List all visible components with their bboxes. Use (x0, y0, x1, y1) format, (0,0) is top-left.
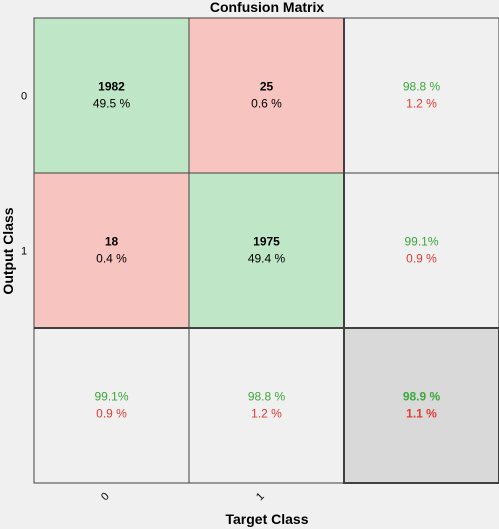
cell-accuracy: 98.8 % (403, 80, 441, 94)
cell-accuracy: 99.1% (94, 390, 128, 404)
y-axis-label: Output Class (0, 207, 16, 294)
y-tick-label: 0 (21, 91, 27, 103)
y-tick-label: 1 (21, 246, 27, 258)
cell-background (343, 327, 499, 484)
x-tick-label: 1 (254, 490, 267, 503)
cell-background (33, 172, 190, 329)
cell-error: 1.1 % (406, 407, 437, 421)
matrix-cell-r0-c0: 1982 49.5 % (33, 17, 190, 174)
cell-percent: 0.6 % (251, 97, 282, 111)
matrix-cell-r2-c1: 98.8 % 1.2 % (188, 327, 345, 484)
cell-count: 25 (260, 80, 274, 94)
cell-error: 0.9 % (96, 407, 127, 421)
cell-accuracy: 98.8 % (248, 390, 286, 404)
matrix-cell-r2-c0: 99.1% 0.9 % (33, 327, 190, 484)
cell-count: 1982 (98, 80, 125, 94)
matrix-cell-r1-c1: 1975 49.4 % (188, 172, 345, 329)
cell-error: 0.9 % (406, 252, 437, 266)
cell-background (33, 327, 190, 484)
cell-count: 1975 (253, 235, 280, 249)
cell-accuracy: 99.1% (404, 235, 438, 249)
chart-title: Confusion Matrix (210, 0, 325, 15)
matrix-cell-r0-c2: 98.8 % 1.2 % (343, 17, 499, 174)
matrix-cell-r1-c0: 18 0.4 % (33, 172, 190, 329)
cell-background (343, 17, 499, 174)
cell-percent: 49.5 % (93, 97, 131, 111)
cell-background (343, 172, 499, 329)
cell-error: 1.2 % (406, 97, 437, 111)
matrix-cell-r1-c2: 99.1% 0.9 % (343, 172, 499, 329)
cell-background (188, 172, 345, 329)
matrix-cell-r0-c1: 25 0.6 % (188, 17, 345, 174)
cell-background (188, 327, 345, 484)
cell-percent: 0.4 % (96, 252, 127, 266)
x-axis-label: Target Class (226, 511, 309, 527)
cell-count: 18 (105, 235, 119, 249)
cell-background (33, 17, 190, 174)
cell-accuracy: 98.9 % (403, 390, 441, 404)
cell-error: 1.2 % (251, 407, 282, 421)
matrix-cell-r2-c2: 98.9 % 1.1 % (343, 327, 499, 484)
x-tick-label: 0 (99, 490, 112, 503)
total-cell-border (343, 327, 499, 484)
matrix-cells: 1982 49.5 % 25 0.6 % 98.8 % 1.2 % 18 0.4 % 1975 4… (33, 17, 499, 484)
cell-percent: 49.4 % (248, 252, 286, 266)
cell-background (188, 17, 345, 174)
